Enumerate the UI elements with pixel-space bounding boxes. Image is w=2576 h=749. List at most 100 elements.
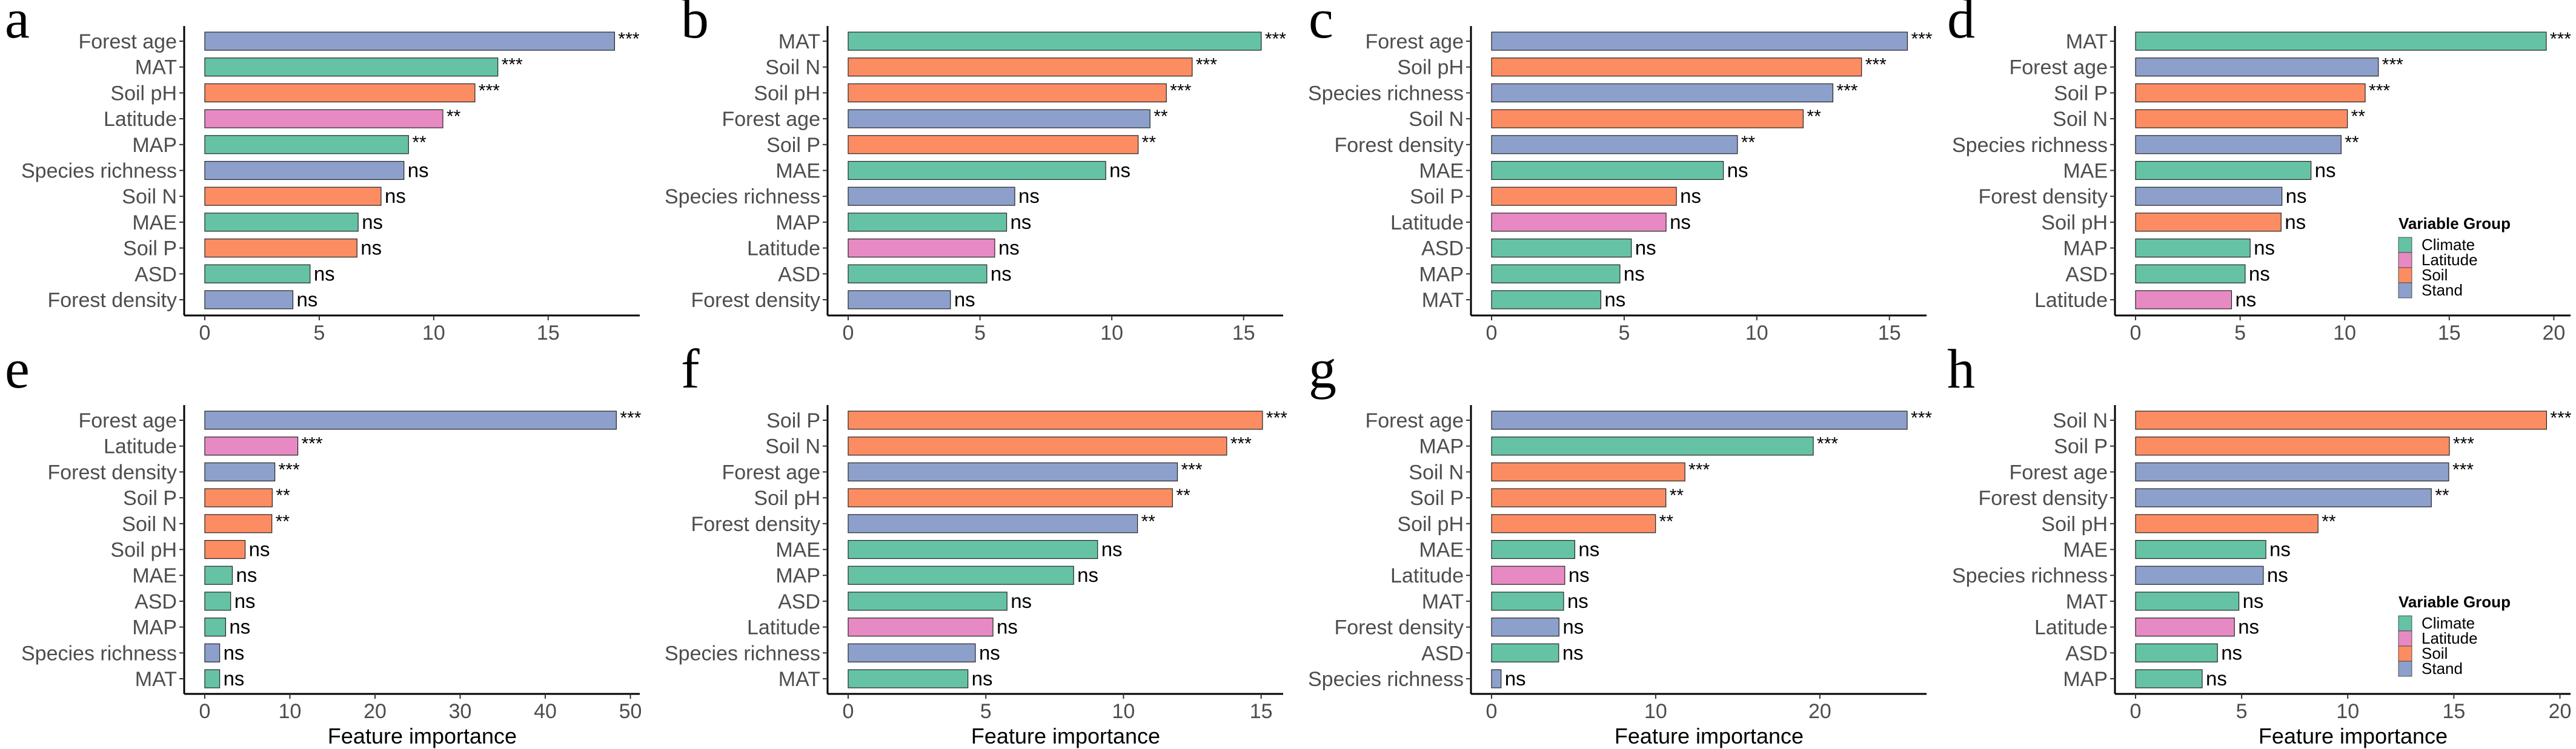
x-tick-label: 10 (2333, 322, 2356, 345)
y-tick-label: MAT (2066, 30, 2108, 53)
significance-label: *** (620, 408, 641, 428)
y-tick-label: MAE (2063, 160, 2108, 183)
significance-label: *** (302, 434, 323, 454)
bar-asd (2135, 643, 2218, 662)
significance-label: ns (1635, 237, 1656, 259)
significance-label: ns (1569, 564, 1590, 586)
y-tick-label: MAE (1419, 160, 1464, 183)
significance-label: ns (2243, 590, 2264, 612)
bar-asd (848, 592, 1007, 611)
x-tick-label: 10 (1112, 700, 1135, 723)
x-tick-label: 5 (313, 322, 325, 345)
panel-e: e 0 10 20 30 40 50 Feature importance Forest age… (5, 338, 642, 748)
significance-label: ns (1604, 288, 1625, 311)
significance-label: ** (1154, 107, 1168, 127)
y-tick-label: Soil P (766, 134, 820, 157)
legend-swatch-latitude (2398, 630, 2412, 647)
bar-latitude (1491, 566, 1565, 585)
significance-label: *** (2452, 460, 2474, 480)
bar-mat (2135, 592, 2240, 611)
significance-label: *** (1865, 55, 1887, 75)
x-tick-label: 10 (1100, 322, 1123, 345)
significance-label: ns (1077, 564, 1098, 586)
significance-label: *** (1836, 81, 1857, 101)
y-tick-label: MAT (1422, 590, 1464, 613)
significance-label: ns (997, 616, 1018, 638)
y-tick-label: MAP (2063, 668, 2108, 691)
panel-f: f 0 5 10 15 Feature importance Soil P *** Soil N… (665, 338, 1287, 748)
significance-label: *** (2369, 81, 2390, 101)
y-tick-label: Forest age (78, 30, 177, 53)
significance-label: ** (1807, 107, 1821, 127)
x-tick-label: 5 (980, 700, 992, 723)
bar-latitude (848, 239, 995, 258)
significance-label: ns (385, 185, 406, 207)
significance-label: ns (2315, 159, 2336, 182)
y-tick-label: Species richness (1308, 668, 1464, 691)
panel-letter: a (5, 0, 30, 50)
significance-label: ** (2351, 107, 2366, 127)
x-tick-label: 5 (2236, 700, 2248, 723)
panel-c: c 0 5 10 15 Forest age *** Soil pH *** Species ri… (1308, 0, 1933, 345)
y-tick-label: Soil P (123, 487, 177, 510)
x-tick-label: 0 (2130, 322, 2142, 345)
bar-asd (204, 592, 231, 611)
legend-title: Variable Group (2398, 214, 2511, 233)
significance-label: ns (236, 564, 257, 586)
significance-label: ns (2254, 237, 2275, 259)
bar-mae (848, 539, 1098, 559)
significance-label: *** (1911, 29, 1932, 49)
bar-soil-ph (204, 539, 246, 559)
significance-label: ** (1741, 133, 1756, 153)
x-tick-label: 0 (199, 322, 211, 345)
bar-soil-n (848, 437, 1227, 456)
significance-label: *** (1911, 408, 1932, 428)
bar-soil-n (2135, 109, 2348, 128)
significance-label: ns (972, 667, 993, 690)
panel-a: a 0 5 10 15 Forest age *** MAT *** Soil pH *** Lati… (5, 0, 640, 345)
significance-label: ns (360, 237, 382, 259)
significance-label: ns (998, 237, 1020, 259)
x-tick-label: 0 (199, 700, 211, 723)
x-tick-label: 15 (1250, 700, 1273, 723)
x-tick-label: 50 (619, 700, 642, 723)
bar-species-richness (204, 643, 221, 662)
bar-soil-ph (1491, 58, 1862, 77)
y-tick-label: MAT (778, 668, 820, 691)
x-tick-label: 5 (2234, 322, 2246, 345)
significance-label: ns (1011, 590, 1032, 612)
y-tick-label: Latitude (747, 237, 820, 260)
y-tick-label: MAE (132, 211, 177, 234)
legend-swatch-stand (2398, 282, 2412, 299)
bar-mae (204, 566, 233, 585)
y-tick-label: Species richness (1952, 134, 2108, 157)
y-tick-label: Species richness (21, 160, 177, 183)
significance-label: ** (1659, 512, 1674, 532)
y-tick-label: Soil P (1410, 185, 1464, 208)
x-tick-label: 10 (1644, 700, 1667, 723)
bar-forest-age (204, 31, 616, 51)
x-tick-label: 15 (1232, 322, 1255, 345)
panel-letter: h (1947, 338, 1975, 400)
y-tick-label: Latitude (2034, 289, 2108, 312)
bar-soil-n (1491, 109, 1804, 128)
x-axis-title: Feature importance (1615, 724, 1804, 748)
significance-label: ** (412, 133, 427, 153)
y-tick-label: Forest density (1334, 134, 1464, 157)
significance-label: ns (1624, 262, 1645, 285)
x-tick-label: 0 (843, 322, 854, 345)
bar-mae (2135, 160, 2312, 180)
y-tick-label: ASD (2065, 642, 2108, 665)
y-tick-label: MAP (775, 211, 820, 234)
x-axis-title: Feature importance (971, 724, 1160, 748)
significance-label: ** (1141, 512, 1156, 532)
bar-latitude (848, 617, 994, 637)
x-tick-label: 0 (1486, 322, 1498, 345)
x-tick-label: 15 (1878, 322, 1901, 345)
significance-label: ns (1670, 211, 1691, 233)
y-tick-label: Forest density (1978, 185, 2108, 208)
bar-asd (1491, 643, 1559, 662)
bar-forest-density (2135, 488, 2432, 507)
